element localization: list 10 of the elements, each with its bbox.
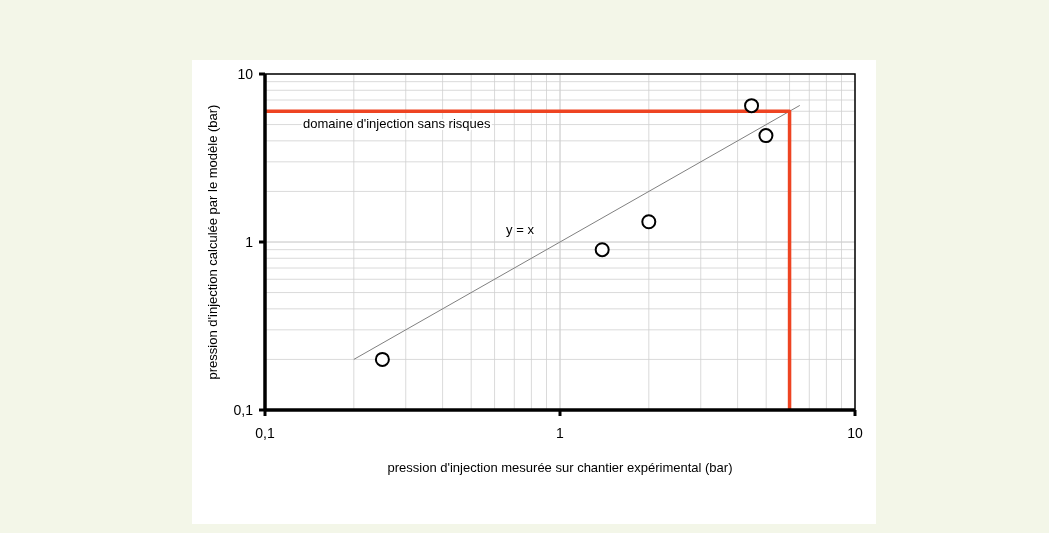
annotation: domaine d'injection sans risques	[303, 116, 491, 131]
y-tick-label: 1	[245, 234, 254, 250]
y-axis-title: pression d'injection calculée par le modèle (bar)	[205, 104, 220, 380]
y-tick-label: 0,1	[233, 402, 254, 418]
y-tick-label: 10	[237, 66, 254, 82]
x-tick-label: 1	[556, 425, 565, 441]
annotation: y = x	[506, 222, 535, 237]
x-tick-label: 0,1	[255, 425, 275, 441]
x-tick-label: 10	[847, 425, 863, 441]
x-axis-title: pression d'injection mesurée sur chantier expérimental (bar)	[387, 460, 733, 475]
